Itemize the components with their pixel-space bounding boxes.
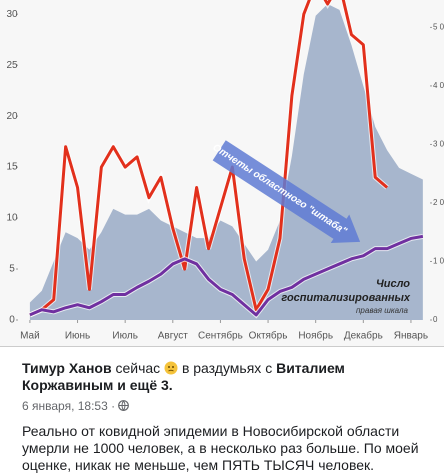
post-meta: 6 января, 18:53 · bbox=[22, 398, 437, 415]
y-tick-label: 0 bbox=[9, 315, 15, 326]
y2-tick-label: 4 000 bbox=[433, 81, 444, 90]
y2-tick-label: 3 000 bbox=[433, 140, 444, 149]
author[interactable]: Тимур Ханов bbox=[22, 360, 112, 376]
status: сейчас bbox=[115, 360, 161, 376]
y-tick-label: 10 bbox=[6, 213, 18, 224]
line bbox=[29, 0, 389, 317]
y2-tick-label: 2 000 bbox=[433, 198, 444, 207]
x-tick-label: Июнь bbox=[65, 331, 90, 342]
y-tick-label: 20 bbox=[6, 111, 18, 122]
tagged-user[interactable]: Виталием Коржавиным bbox=[22, 360, 345, 393]
post-header: Тимур Ханов сейчас в раздумьях с Виталие… bbox=[22, 360, 437, 394]
x-tick-label: Ноябрь bbox=[298, 330, 333, 342]
date[interactable]: 6 января, 18:53 bbox=[22, 399, 108, 413]
x-tick-label: Август bbox=[158, 331, 189, 342]
y-tick-label: 25 bbox=[6, 60, 18, 71]
y2-tick-label: 5 000 bbox=[433, 23, 444, 32]
area-label: Число bbox=[376, 278, 410, 290]
globe-icon bbox=[118, 400, 130, 412]
post: Тимур Ханов сейчас в раздумьях с Виталие… bbox=[22, 360, 437, 473]
callout-arrow bbox=[212, 140, 361, 244]
feeling: в раздумьях с bbox=[181, 360, 273, 376]
x-tick-label: Май bbox=[20, 331, 40, 342]
y-tick-label: 15 bbox=[6, 162, 18, 173]
y2-tick-label: 1 000 bbox=[433, 257, 444, 266]
chart: 0 5 10 15 20 25 30 0 1 000 2 000 3 000 4 000 5 000 Ма… bbox=[6, 0, 444, 342]
x-tick-label: Сентябрь bbox=[198, 330, 243, 342]
area-note: правая шкала bbox=[356, 306, 409, 315]
feeling-icon bbox=[164, 361, 178, 375]
y2-tick-label: 0 bbox=[433, 315, 438, 324]
y-tick-label: 5 bbox=[9, 264, 15, 275]
post-text: Реально от ковидной эпидемии в Новосибир… bbox=[22, 423, 419, 473]
line bbox=[29, 234, 424, 317]
y-tick-label: 30 bbox=[6, 9, 18, 20]
x-tick-label: Октябрь bbox=[249, 330, 288, 342]
area-label: госпитализированных bbox=[281, 292, 411, 304]
x-tick-label: Январь bbox=[394, 331, 428, 342]
others-link[interactable]: и ещё 3. bbox=[117, 377, 173, 393]
x-tick-label: Июль bbox=[112, 331, 138, 342]
hospitalized-area bbox=[29, 4, 423, 320]
x-tick-label: Декабрь bbox=[344, 330, 383, 342]
separator bbox=[0, 346, 444, 347]
